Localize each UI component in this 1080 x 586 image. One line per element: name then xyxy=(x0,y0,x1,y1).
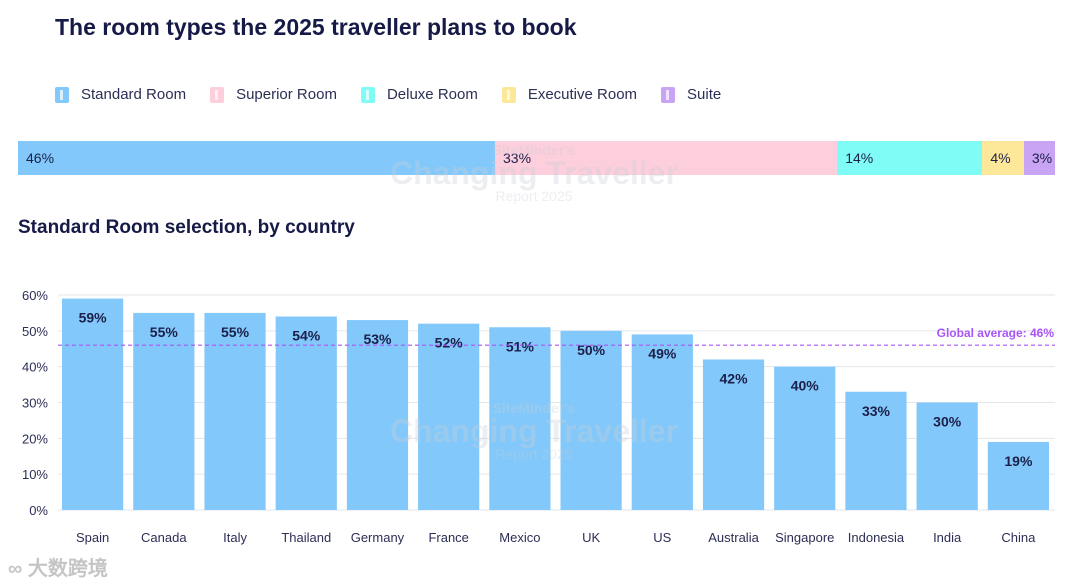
stack-label: 14% xyxy=(845,150,874,166)
chart-subtitle: Standard Room selection, by country xyxy=(18,217,355,238)
legend-item-superior: Superior Room xyxy=(210,86,337,103)
x-tick-label: Thailand xyxy=(281,530,331,545)
legend-item-suite: Suite xyxy=(661,86,721,103)
legend: Standard Room Superior Room Deluxe Room … xyxy=(55,86,745,103)
bar-chart: 0% 10% 20% 30% 40% 50% 60% 59% Spain 55% Canada 55%… xyxy=(22,288,1055,545)
bar xyxy=(987,441,1049,510)
stack-segment-standard: 46% xyxy=(18,141,496,175)
logo-icon: ∞ xyxy=(8,558,28,580)
bar-data-label: 54% xyxy=(292,328,321,344)
bar xyxy=(916,402,978,510)
door-icon xyxy=(501,86,516,103)
y-tick-label: 10% xyxy=(22,467,48,482)
stack-label: 3% xyxy=(1031,150,1053,166)
bar xyxy=(631,334,693,510)
bar xyxy=(560,330,622,510)
stacked-bar: 46% 33% 14% 4% 3% xyxy=(18,141,1055,175)
chart-title: The room types the 2025 traveller plans … xyxy=(55,14,577,40)
bar-data-label: 42% xyxy=(720,371,749,387)
bar xyxy=(774,366,836,510)
watermark-line: Report 2025 xyxy=(495,188,573,204)
legend-label: Deluxe Room xyxy=(386,86,478,103)
bar-data-label: 51% xyxy=(506,338,535,354)
door-icon xyxy=(360,86,375,103)
bar-data-label: 53% xyxy=(363,331,392,347)
y-tick-label: 40% xyxy=(22,360,48,375)
bar-data-label: 30% xyxy=(933,414,962,430)
bar xyxy=(845,391,907,510)
x-tick-label: China xyxy=(1001,530,1036,545)
bar-data-label: 40% xyxy=(791,378,820,394)
stack-segment-suite: 3% xyxy=(1023,141,1055,175)
bar xyxy=(275,316,337,510)
x-tick-label: US xyxy=(653,530,671,545)
footer-logo-text: 大数跨境 xyxy=(27,558,108,580)
legend-item-deluxe: Deluxe Room xyxy=(360,86,478,103)
bar xyxy=(133,312,195,510)
x-tick-label: Spain xyxy=(76,530,109,545)
stack-label: 4% xyxy=(990,150,1011,166)
y-tick-label: 0% xyxy=(29,503,48,518)
global-average-label: Global average: 46% xyxy=(937,326,1055,340)
stack-segment-deluxe: 14% xyxy=(837,141,983,175)
x-tick-label: Italy xyxy=(223,530,247,545)
stack-label: 46% xyxy=(26,150,55,166)
stack-label: 33% xyxy=(503,150,532,166)
legend-item-executive: Executive Room xyxy=(501,86,638,103)
door-icon xyxy=(55,86,69,103)
x-tick-label: Mexico xyxy=(499,530,540,545)
x-tick-label: UK xyxy=(582,530,600,545)
bar xyxy=(702,359,765,510)
legend-label: Standard Room xyxy=(81,86,187,103)
y-tick-label: 50% xyxy=(22,324,48,339)
y-tick-label: 30% xyxy=(22,396,48,411)
x-tick-label: Australia xyxy=(708,530,759,545)
bar-data-label: 19% xyxy=(1004,453,1033,469)
x-tick-label: France xyxy=(428,530,468,545)
bar-data-label: 50% xyxy=(577,342,606,358)
x-tick-label: Singapore xyxy=(775,530,834,545)
legend-label: Superior Room xyxy=(236,86,337,103)
bar-data-label: 49% xyxy=(648,345,677,361)
y-tick-label: 60% xyxy=(22,288,48,303)
bar xyxy=(489,327,551,510)
x-tick-label: Indonesia xyxy=(848,530,905,545)
stack-segment-executive: 4% xyxy=(982,141,1024,175)
bar xyxy=(204,312,266,510)
legend-item-standard: Standard Room xyxy=(55,86,186,103)
x-tick-label: Canada xyxy=(141,530,187,545)
bar-data-label: 55% xyxy=(221,324,250,340)
x-tick-label: India xyxy=(933,530,962,545)
bar xyxy=(62,298,124,510)
bar-data-label: 33% xyxy=(862,403,891,419)
door-icon xyxy=(210,86,225,103)
bar-data-label: 59% xyxy=(79,310,108,326)
x-tick-label: Germany xyxy=(351,530,405,545)
door-icon xyxy=(661,86,676,103)
footer-logo: ∞ 大数跨境 xyxy=(8,552,108,581)
y-tick-label: 20% xyxy=(22,431,48,446)
legend-label: Executive Room xyxy=(527,86,638,103)
bar-data-label: 55% xyxy=(150,324,179,340)
legend-label: Suite xyxy=(687,86,722,103)
bar xyxy=(418,323,480,510)
bar-data-label: 52% xyxy=(435,335,464,351)
stack-segment-superior: 33% xyxy=(495,141,838,175)
bar xyxy=(346,320,409,510)
